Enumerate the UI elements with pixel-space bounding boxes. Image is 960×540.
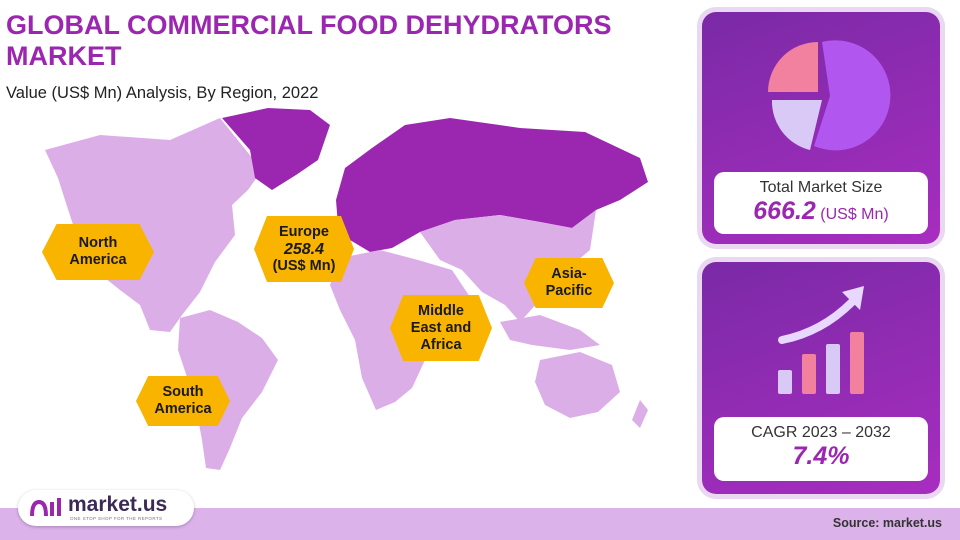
pie-chart-icon [768,40,891,151]
total-market-label: Total Market Size [759,179,883,196]
page-title: GLOBAL COMMERCIAL FOOD DEHYDRATORS MARKE… [6,10,612,71]
market-us-logo: market.us ONE STOP SHOP FOR THE REPORTS [18,490,194,526]
growth-bar-chart-icon [778,286,864,394]
asia-landmass [420,210,596,322]
middle-east-africa-tag: Middle East and Africa [390,295,492,361]
new-zealand-landmass [632,400,648,428]
total-market-card: Total Market Size 666.2 (US$ Mn) [702,12,940,244]
europe-landmass [336,118,648,252]
north-america-landmass [45,118,262,332]
north-america-label: North America [69,235,127,268]
greenland-landmass [222,108,330,190]
europe-unit: (US$ Mn) [272,257,336,274]
logo-name: market.us [68,493,168,516]
logo-mark-icon [30,498,61,517]
cagr-card: CAGR 2023 – 2032 7.4% [702,262,940,494]
europe-tag: Europe 258.4 (US$ Mn) [254,216,354,282]
middle-east-africa-label: Middle East and Africa [410,302,472,353]
cagr-box: CAGR 2023 – 2032 7.4% [714,417,928,481]
north-america-tag: North America [42,224,154,280]
source-text: Source: market.us [832,516,942,530]
asia-pacific-tag: Asia-Pacific [524,258,614,308]
cagr-value: 7.4% [792,442,850,470]
total-market-box: Total Market Size 666.2 (US$ Mn) [714,172,928,234]
total-market-unit: (US$ Mn) [820,206,889,223]
logo-tagline: ONE STOP SHOP FOR THE REPORTS [70,516,163,521]
page-subtitle: Value (US$ Mn) Analysis, By Region, 2022 [6,84,319,102]
world-map [45,108,648,470]
south-america-tag: South America [136,376,230,426]
south-america-landmass [178,310,278,470]
total-market-value: 666.2 [753,197,816,225]
asia-pacific-label: Asia-Pacific [545,266,593,299]
cagr-label: CAGR 2023 – 2032 [751,424,891,441]
australia-landmass [535,352,620,418]
europe-value: 258.4 [283,240,325,258]
europe-label: Europe [279,223,329,240]
southeast-asia-islands [500,315,600,350]
south-america-label: South America [154,384,212,417]
